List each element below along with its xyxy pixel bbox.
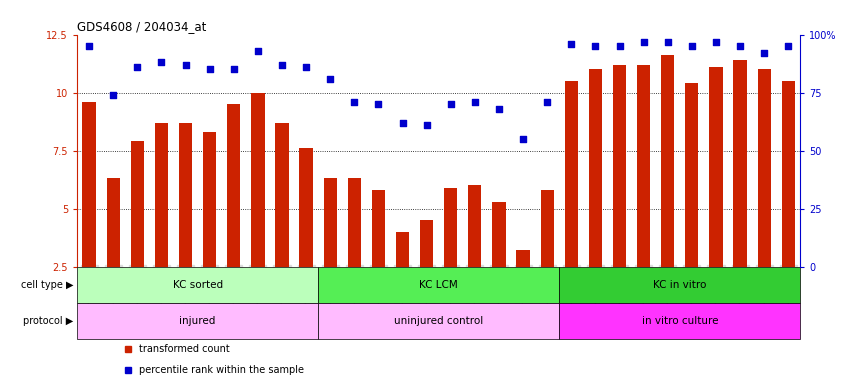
Point	[589, 43, 603, 49]
Point	[251, 48, 265, 54]
Bar	[516, 250, 530, 266]
Point	[324, 76, 337, 82]
Point	[275, 62, 288, 68]
Point	[516, 136, 530, 142]
Bar	[758, 70, 770, 266]
Bar	[565, 81, 578, 266]
Point	[106, 92, 120, 98]
Point	[637, 38, 651, 45]
Point	[419, 122, 433, 128]
Point	[300, 64, 313, 70]
Point	[661, 38, 675, 45]
Bar	[318, 266, 559, 303]
Bar	[131, 141, 144, 266]
Text: transformed count: transformed count	[139, 344, 229, 354]
Text: KC in vitro: KC in vitro	[653, 280, 706, 290]
Bar	[107, 179, 120, 266]
Bar	[318, 303, 559, 339]
Text: protocol ▶: protocol ▶	[23, 316, 74, 326]
Bar	[77, 266, 318, 303]
Text: KC LCM: KC LCM	[419, 280, 458, 290]
Point	[709, 38, 722, 45]
Point	[468, 99, 482, 105]
Bar	[710, 67, 722, 266]
Point	[130, 64, 144, 70]
Text: in vitro culture: in vitro culture	[641, 316, 718, 326]
Bar	[492, 202, 506, 266]
Point	[758, 50, 771, 56]
Point	[685, 43, 698, 49]
Point	[155, 60, 169, 66]
Point	[564, 41, 578, 47]
Point	[492, 106, 506, 112]
Bar	[468, 185, 481, 266]
Text: injured: injured	[180, 316, 216, 326]
Bar	[276, 123, 288, 266]
Point	[179, 62, 193, 68]
Text: KC sorted: KC sorted	[173, 280, 223, 290]
Text: uninjured control: uninjured control	[394, 316, 484, 326]
Bar	[348, 179, 361, 266]
Bar	[77, 303, 318, 339]
Bar	[155, 123, 168, 266]
Point	[82, 43, 96, 49]
Bar	[252, 93, 265, 266]
Bar	[324, 179, 336, 266]
Point	[348, 99, 361, 105]
Bar	[589, 70, 602, 266]
Point	[782, 43, 795, 49]
Point	[734, 43, 747, 49]
Text: GDS4608 / 204034_at: GDS4608 / 204034_at	[77, 20, 206, 33]
Point	[203, 66, 217, 73]
Bar	[613, 65, 626, 266]
Bar	[372, 190, 385, 266]
Bar	[396, 232, 409, 266]
Point	[444, 101, 458, 107]
Bar	[734, 60, 746, 266]
Point	[395, 120, 409, 126]
Bar	[782, 81, 795, 266]
Point	[613, 43, 627, 49]
Bar	[227, 104, 241, 266]
Bar	[661, 55, 675, 266]
Bar	[420, 220, 433, 266]
Bar	[541, 190, 554, 266]
Point	[372, 101, 385, 107]
Bar	[203, 132, 217, 266]
Text: cell type ▶: cell type ▶	[21, 280, 74, 290]
Bar	[559, 266, 800, 303]
Bar	[686, 83, 698, 266]
Bar	[82, 102, 96, 266]
Text: percentile rank within the sample: percentile rank within the sample	[139, 365, 304, 375]
Bar	[300, 148, 312, 266]
Bar	[444, 188, 457, 266]
Point	[227, 66, 241, 73]
Point	[540, 99, 554, 105]
Bar	[637, 65, 651, 266]
Bar	[559, 303, 800, 339]
Bar	[179, 123, 192, 266]
